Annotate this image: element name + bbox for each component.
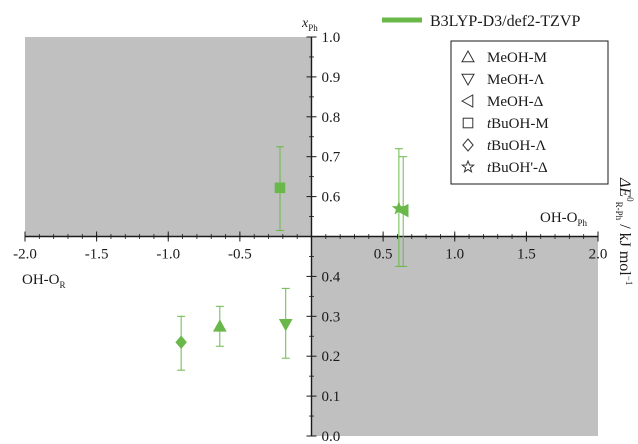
- legend-label: MeOH-Δ: [487, 94, 544, 110]
- ticks: -2.0 -1.5 -1.0 -0.5 0.5 1.0 1.5 2.0 0.0 0.1 0.2 0.3…: [13, 30, 607, 444]
- legend-label: tBuOH'-Δ: [487, 160, 548, 176]
- data-point: [278, 318, 293, 332]
- x-tick-label: 1.5: [517, 247, 536, 263]
- shaded-region: [25, 37, 312, 237]
- shaded-regions: [25, 37, 598, 436]
- x-axis-label-right: OH-OPh: [540, 210, 588, 228]
- marker-legend: MeOH-M MeOH-Λ MeOH-Δ tBuOH-M tBuOH-Λ tBuOH'-Δ: [450, 40, 609, 185]
- y-tick-label: 0.0: [322, 429, 341, 444]
- y-axis-label: xPh: [301, 16, 318, 33]
- y-tick-label: 0.2: [322, 349, 341, 365]
- x-tick-label: -1.0: [156, 247, 180, 263]
- data-point: [274, 182, 286, 194]
- series-legend-label: B3LYP-D3/def2-TZVP: [430, 13, 580, 30]
- y-tick-label: 0.7: [322, 150, 341, 166]
- data-point: [212, 319, 227, 332]
- x-axis-energy-label: ΔE0R-Ph / kJ mol−1: [614, 177, 635, 285]
- x-tick-label: 1.0: [445, 247, 464, 263]
- y-tick-label: 0.3: [322, 309, 341, 325]
- y-tick-label: 0.4: [322, 269, 341, 285]
- y-tick-label: 0.6: [322, 190, 341, 206]
- legend-marker-triangle-left: [460, 94, 474, 108]
- data-point: [175, 335, 187, 350]
- y-tick-label: 0.8: [322, 110, 341, 126]
- legend-label: tBuOH-M: [487, 116, 549, 132]
- y-tick-label: 0.1: [322, 389, 341, 405]
- legend-marker-triangle-down: [461, 73, 475, 87]
- x-tick-label: -0.5: [228, 247, 252, 263]
- x-tick-label: -1.5: [85, 247, 109, 263]
- axis-labels: xPh OH-OPh OH-OR ΔE0R-Ph / kJ mol−1: [22, 16, 635, 290]
- legend-label: tBuOH-Λ: [487, 138, 546, 154]
- x-tick-label: -2.0: [13, 247, 37, 263]
- legend-label: MeOH-Λ: [487, 72, 545, 88]
- legend-label: MeOH-M: [487, 50, 547, 66]
- data-points: [175, 146, 409, 371]
- legend-marker-star: [460, 159, 476, 174]
- x-tick-label: 2.0: [589, 247, 608, 263]
- legend-marker-square: [462, 117, 474, 129]
- series-legend: B3LYP-D3/def2-TZVP: [382, 13, 580, 30]
- y-tick-label: 0.9: [322, 70, 341, 86]
- y-tick-label: 1.0: [322, 30, 341, 46]
- legend-marker-triangle-up: [461, 49, 475, 63]
- legend-marker-diamond: [462, 138, 474, 152]
- x-axis-label-left: OH-OR: [22, 272, 66, 290]
- x-tick-label: 0.5: [374, 247, 393, 263]
- data-point: [391, 201, 406, 215]
- marker-legend-box: [450, 40, 609, 185]
- shaded-region: [311, 236, 598, 436]
